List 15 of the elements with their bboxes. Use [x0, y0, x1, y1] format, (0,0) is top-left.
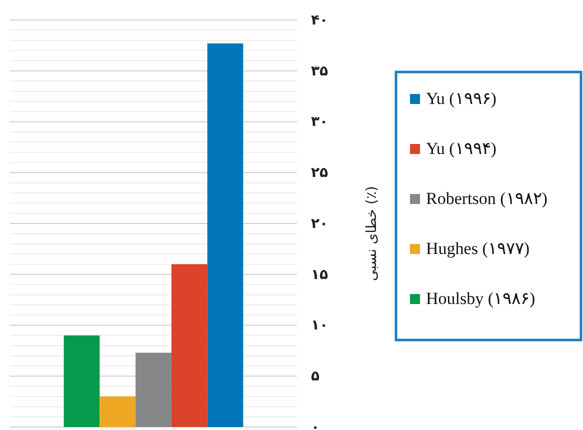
legend-label: Robertson (۱۹۸۲): [426, 189, 548, 208]
y-tick-label: ۵: [311, 368, 320, 385]
y-tick-label: ۲۰: [311, 216, 328, 232]
y-tick-label: ۳۰: [311, 114, 328, 130]
y-axis-title: خطای نسبی (٪): [364, 186, 380, 281]
y-tick-label: ۴۰: [311, 12, 328, 28]
y-tick-label: ۱۰: [311, 318, 328, 334]
legend-label: Yu (۱۹۹۴): [426, 139, 496, 158]
y-tick-label: ۰: [311, 419, 320, 430]
y-tick-label: ۱۵: [311, 266, 329, 283]
y-tick-label: ۲۵: [311, 165, 329, 182]
legend-label: Hughes (۱۹۷۷): [426, 239, 530, 258]
y-tick-label: ۳۵: [311, 63, 329, 80]
legend-label: Yu (۱۹۹۶): [426, 89, 496, 108]
legend-label: Houlsby (۱۹۸۶): [426, 289, 536, 308]
